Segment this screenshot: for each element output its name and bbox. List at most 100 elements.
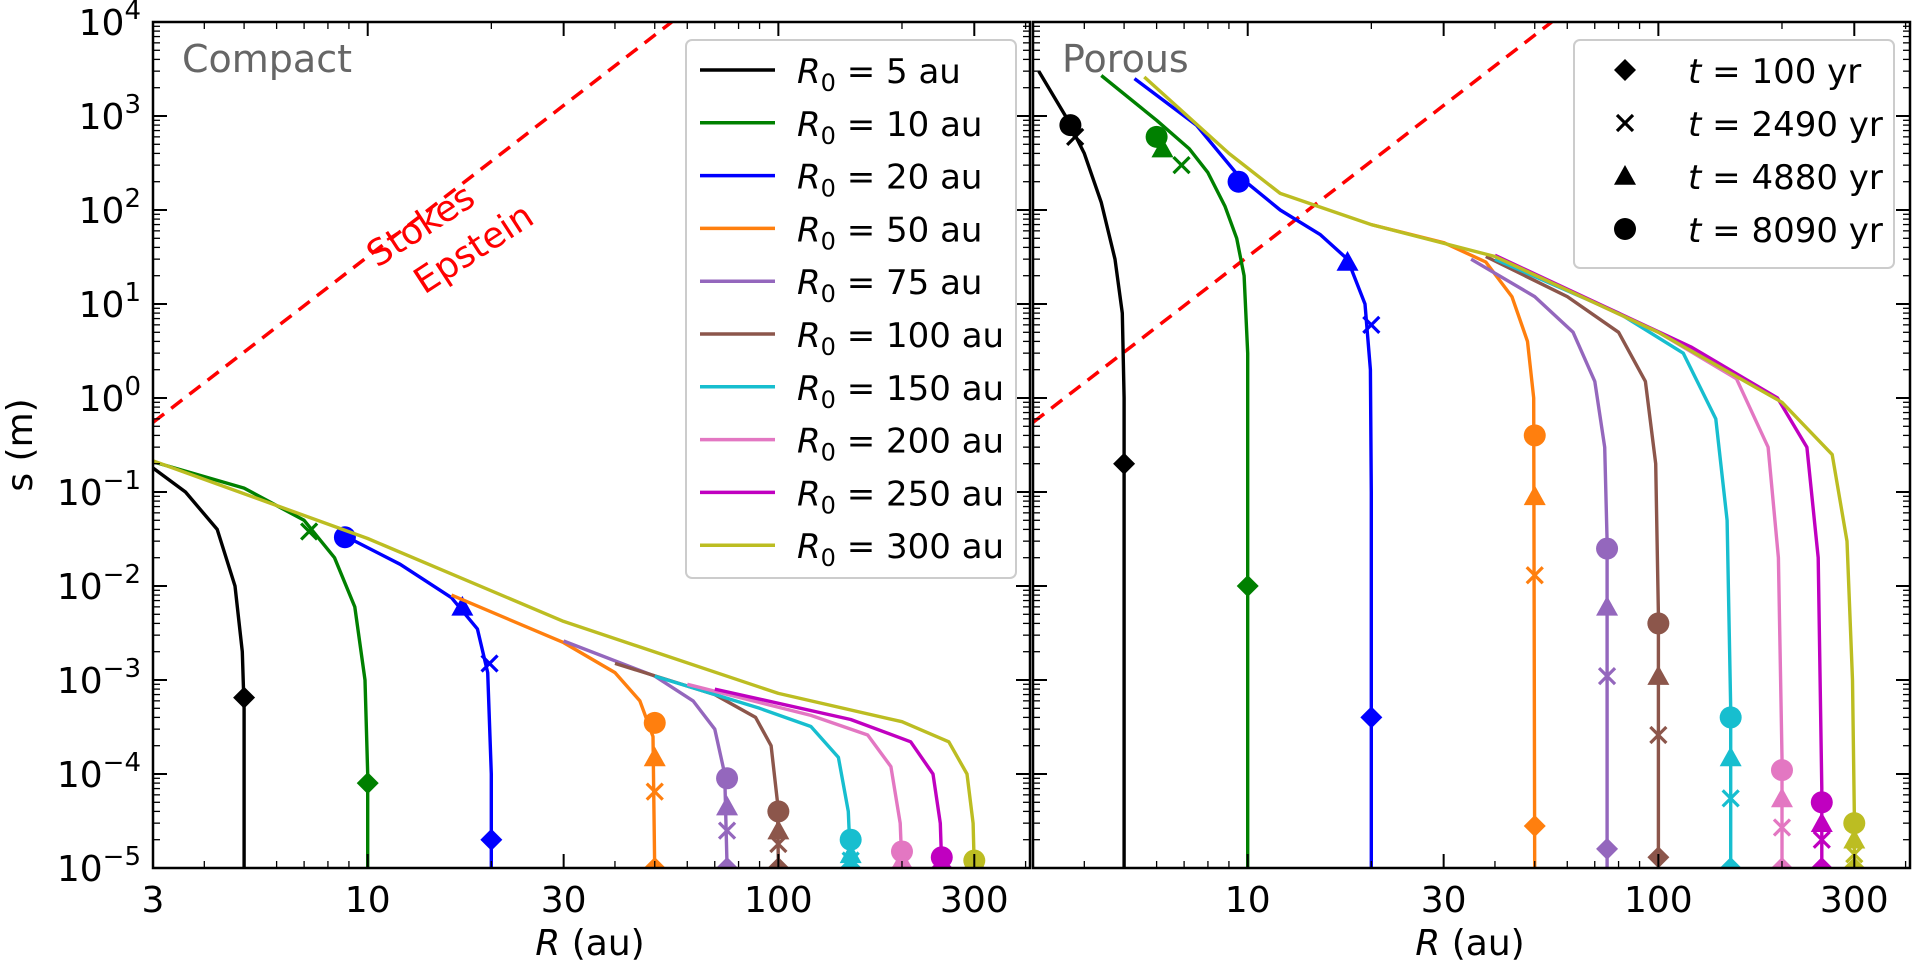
marker-circle-r0-50au [643, 711, 666, 734]
x-tick-label: 10 [1225, 880, 1271, 921]
y-tick-label: 10−4 [57, 748, 141, 796]
legend-label-r0-5au: R0 = 5 au [797, 52, 961, 97]
x-tick-label: 100 [744, 880, 813, 921]
legend-label-r0-200au: R0 = 200 au [797, 422, 1004, 467]
x-tick-label: 300 [940, 880, 1009, 921]
legend-label-r0-250au: R0 = 250 au [797, 474, 1004, 519]
marker-triangle-r0-50au [643, 746, 666, 767]
marker-diamond-r0-75au [716, 857, 739, 868]
legend-marker-diamond [1614, 59, 1636, 81]
y-tick-label: 10−2 [57, 560, 141, 608]
series-line-r0-20au [1133, 77, 1373, 868]
marker-diamond-r0-10au [356, 772, 379, 795]
marker-diamond-r0-5au [1113, 452, 1136, 475]
marker-x-r0-50au [645, 782, 664, 801]
marker-circle-r0-20au [1227, 170, 1250, 193]
stokes-epstein-boundary-line [1033, 22, 1553, 424]
legend-label-t-2490yr: t = 2490 yr [1688, 105, 1883, 145]
marker-diamond-r0-5au [233, 686, 256, 709]
marker-triangle-r0-20au [451, 595, 474, 616]
x-tick-label: 30 [1421, 880, 1467, 921]
marker-triangle-r0-250au [1810, 812, 1833, 832]
y-tick-label: 103 [79, 90, 141, 138]
legend-label-r0-150au: R0 = 150 au [797, 369, 1004, 414]
legend-marker-x [1615, 113, 1635, 133]
y-tick-label: 102 [79, 184, 141, 232]
legend-label-t-8090yr: t = 8090 yr [1688, 211, 1883, 251]
marker-diamond-r0-10au [1236, 575, 1259, 597]
marker-diamond-r0-250au [1810, 857, 1833, 868]
y-tick-label: 10−3 [57, 654, 141, 702]
panel-title-porous: Porous [1062, 37, 1189, 81]
marker-circle-r0-150au [839, 828, 862, 851]
y-tick-label: 10−5 [57, 842, 141, 890]
x-tick-label: 300 [1820, 880, 1889, 921]
y-tick-label: 101 [79, 278, 141, 326]
marker-circle-r0-75au [1596, 537, 1619, 560]
series-line-r0-300au [153, 459, 976, 868]
marker-circle-r0-5au [1059, 114, 1082, 137]
marker-x-r0-20au [1362, 315, 1381, 334]
marker-x-r0-100au [769, 834, 788, 854]
marker-diamond-r0-50au [1523, 814, 1546, 837]
marker-triangle-r0-200au [1770, 787, 1793, 808]
legend-frame [1573, 39, 1895, 269]
legend-label-r0-50au: R0 = 50 au [797, 210, 982, 255]
marker-triangle-r0-75au [1596, 595, 1619, 616]
series-line-r0-10au [1100, 74, 1250, 868]
series-line-r0-300au [1143, 75, 1856, 868]
panel-title-compact: Compact [182, 37, 352, 81]
panel-porous: 10 30 100 300 Porous t = 100 yr t = 2490 yr t… [1031, 20, 1912, 921]
x-tick-label: 30 [541, 880, 587, 921]
marker-circle-r0-100au [767, 800, 790, 823]
marker-diamond-r0-250au [930, 857, 953, 868]
marker-circle-r0-200au [1770, 759, 1793, 782]
marker-triangle-r0-100au [767, 819, 790, 840]
axes-frame [151, 20, 1032, 870]
series-line-r0-20au [344, 534, 493, 868]
marker-triangle-r0-300au [1843, 828, 1866, 849]
marker-x-r0-5au [1066, 127, 1085, 146]
marker-x-r0-75au [717, 821, 737, 840]
series-line-r0-250au [1494, 253, 1824, 868]
marker-diamond-r0-20au [480, 828, 503, 851]
marker-circle-r0-75au [716, 767, 739, 790]
legend-label-t-4880yr: t = 4880 yr [1688, 158, 1883, 198]
marker-triangle-r0-150au [839, 843, 862, 864]
marker-x-r0-250au [1812, 830, 1831, 849]
marker-x-r0-150au [1721, 789, 1740, 808]
marker-diamond-r0-75au [1596, 837, 1619, 860]
legend-label-r0-300au: R0 = 300 au [797, 527, 1004, 572]
y-tick-label: 104 [79, 0, 141, 44]
legend-label-r0-100au: R0 = 100 au [797, 316, 1004, 361]
legend-radius: R0 = 5 au R0 = 10 au R0 = 20 au R0 = 50 au R… [685, 39, 1017, 579]
marker-triangle-r0-100au [1647, 665, 1670, 685]
marker-circle-r0-50au [1523, 424, 1546, 447]
stokes-epstein-boundary-line [153, 22, 673, 424]
marker-diamond-r0-150au [1719, 857, 1742, 868]
x-axis-label-right: R (au) [1415, 923, 1524, 960]
marker-x-r0-10au [300, 522, 319, 541]
marker-x-r0-100au [1649, 725, 1668, 745]
x-tick-label: 100 [1624, 880, 1693, 921]
series-line-r0-150au [654, 674, 853, 868]
y-tick-label: 100 [79, 372, 141, 420]
y-tick-label: 10−1 [57, 466, 141, 514]
axes-frame [1031, 20, 1912, 870]
legend-marker-circle [1614, 218, 1636, 240]
marker-x-r0-10au [1172, 156, 1191, 175]
marker-circle-r0-300au [1843, 812, 1866, 835]
panel-compact: 10−5 10−4 10−3 10−2 10−1 100 101 102 103 104 3 10 30… [57, 0, 1032, 921]
series-line-r0-10au [153, 460, 370, 868]
legend-marker-triangle [1614, 165, 1636, 185]
marker-triangle-r0-75au [716, 795, 739, 816]
x-tick-label: 3 [142, 880, 165, 921]
marker-triangle-r0-10au [1151, 137, 1174, 158]
x-tick-label: 10 [345, 880, 391, 921]
marker-circle-r0-150au [1719, 706, 1742, 729]
marker-x-r0-50au [1525, 566, 1544, 585]
marker-triangle-r0-20au [1336, 250, 1359, 271]
marker-x-r0-20au [480, 654, 499, 673]
legend-label-t-100yr: t = 100 yr [1688, 52, 1861, 92]
series-line-r0-250au [714, 687, 944, 868]
